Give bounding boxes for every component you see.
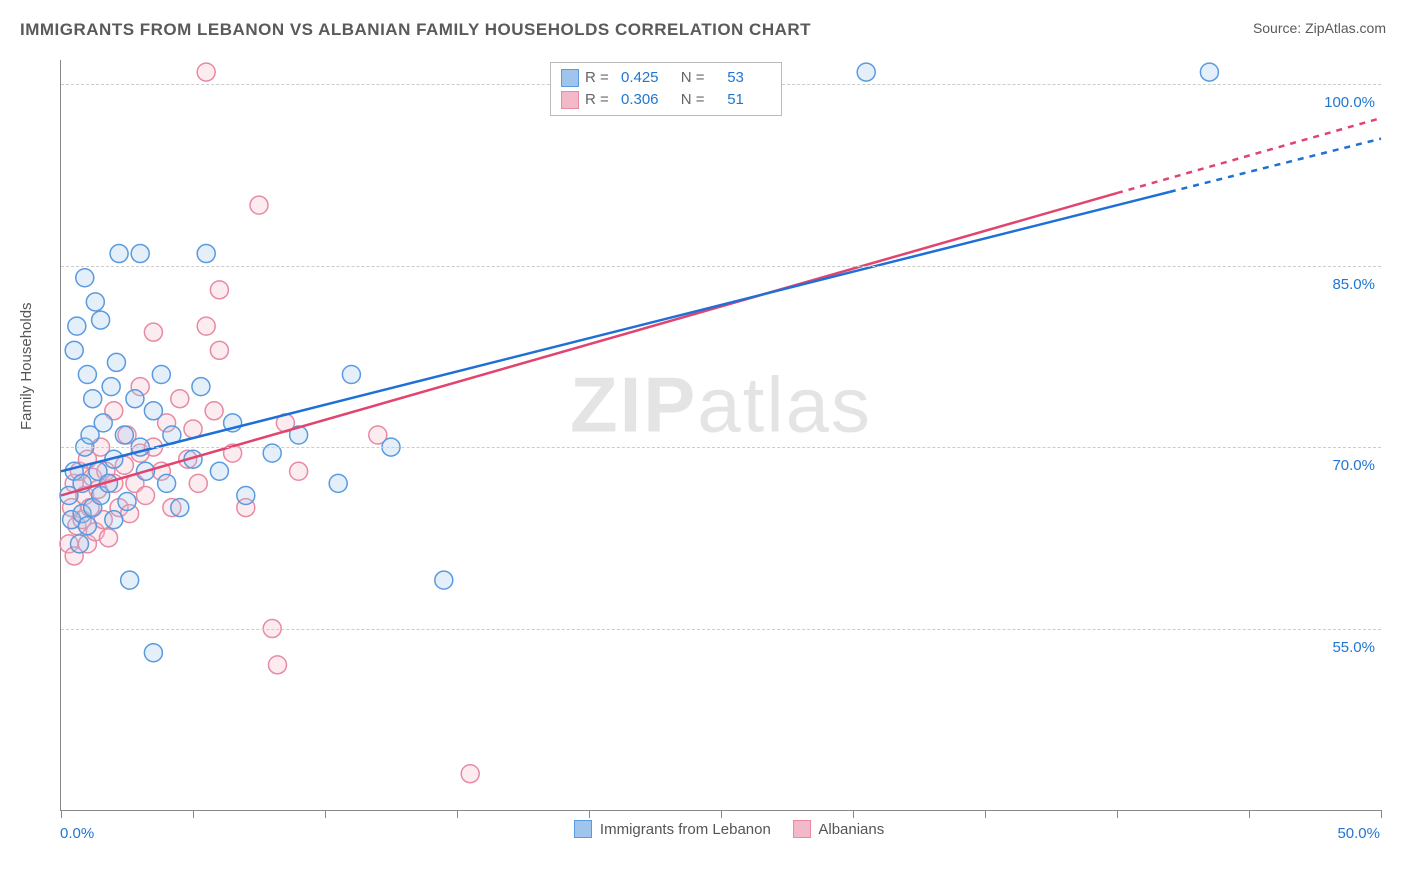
lebanon-point [105,511,123,529]
gridline [61,447,1381,448]
lebanon-point [115,426,133,444]
x-tick [325,810,326,818]
legend-r-value-albanians: 0.306 [617,89,663,111]
lebanon-point [107,353,125,371]
chart-title: IMMIGRANTS FROM LEBANON VS ALBANIAN FAMI… [20,20,811,40]
lebanon-point [192,378,210,396]
x-tick [1249,810,1250,818]
albanians-point [189,474,207,492]
y-tick-label: 85.0% [1332,276,1375,293]
legend-stats-box: R = 0.425 N = 53 R = 0.306 N = 51 [550,62,782,116]
legend-label-lebanon: Immigrants from Lebanon [600,821,771,838]
x-tick [589,810,590,818]
x-tick [61,810,62,818]
albanians-point [268,656,286,674]
lebanon-point [210,462,228,480]
legend-swatch-albanians [793,820,811,838]
lebanon-point [121,571,139,589]
albanians-point [171,390,189,408]
albanians-point [250,196,268,214]
lebanon-point [1200,63,1218,81]
albanians-point [205,402,223,420]
x-tick [1381,810,1382,818]
legend-n-value-lebanon: 53 [713,67,759,89]
lebanon-point [118,493,136,511]
y-axis-title: Family Households [18,302,35,430]
lebanon-point [76,269,94,287]
gridline [61,629,1381,630]
plot-area: ZIPatlas 55.0%70.0%85.0%100.0% [60,60,1381,811]
lebanon-point [68,317,86,335]
legend-n-value-albanians: 51 [713,89,759,111]
legend-swatch-lebanon [574,820,592,838]
lebanon-point [144,402,162,420]
lebanon-point [65,341,83,359]
lebanon-point [171,499,189,517]
legend-r-value-lebanon: 0.425 [617,67,663,89]
lebanon-point [329,474,347,492]
albanians-point [100,529,118,547]
scatter-svg [61,60,1381,810]
legend-r-label: R = [585,67,609,89]
lebanon-trendline-dashed [1170,139,1381,192]
legend-n-label: N = [681,89,705,111]
source-prefix: Source: [1253,20,1305,36]
x-tick [721,810,722,818]
lebanon-point [435,571,453,589]
x-tick [1117,810,1118,818]
legend-stats-row-albanians: R = 0.306 N = 51 [561,89,771,111]
albanians-point [197,317,215,335]
lebanon-point [86,293,104,311]
legend-swatch-albanians [561,91,579,109]
albanians-point [144,323,162,341]
y-tick-label: 55.0% [1332,639,1375,656]
lebanon-point [144,644,162,662]
lebanon-point [126,390,144,408]
albanians-point [290,462,308,480]
legend-stats-row-lebanon: R = 0.425 N = 53 [561,67,771,89]
y-tick-label: 70.0% [1332,457,1375,474]
x-tick [457,810,458,818]
albanians-point [210,281,228,299]
lebanon-point [78,366,96,384]
legend-r-label: R = [585,89,609,111]
y-tick-label: 100.0% [1324,94,1375,111]
lebanon-point [152,366,170,384]
lebanon-point [197,245,215,263]
lebanon-point [70,535,88,553]
lebanon-point [84,390,102,408]
lebanon-trendline [61,192,1170,471]
albanians-point [461,765,479,783]
legend-swatch-lebanon [561,69,579,87]
lebanon-point [102,378,120,396]
legend-label-albanians: Albanians [818,821,884,838]
x-tick [193,810,194,818]
lebanon-point [158,474,176,492]
lebanon-point [110,245,128,263]
lebanon-point [342,366,360,384]
x-tick [985,810,986,818]
legend-n-label: N = [681,67,705,89]
legend-series: Immigrants from Lebanon Albanians [60,820,1380,840]
albanians-trendline-dashed [1117,118,1381,193]
source-attribution: Source: ZipAtlas.com [1253,20,1386,36]
x-tick [853,810,854,818]
source-name: ZipAtlas.com [1305,20,1386,36]
lebanon-point [237,486,255,504]
albanians-point [210,341,228,359]
albanians-point [197,63,215,81]
lebanon-point [857,63,875,81]
lebanon-point [94,414,112,432]
lebanon-point [131,245,149,263]
gridline [61,266,1381,267]
albanians-point [136,486,154,504]
lebanon-point [92,311,110,329]
lebanon-point [78,517,96,535]
